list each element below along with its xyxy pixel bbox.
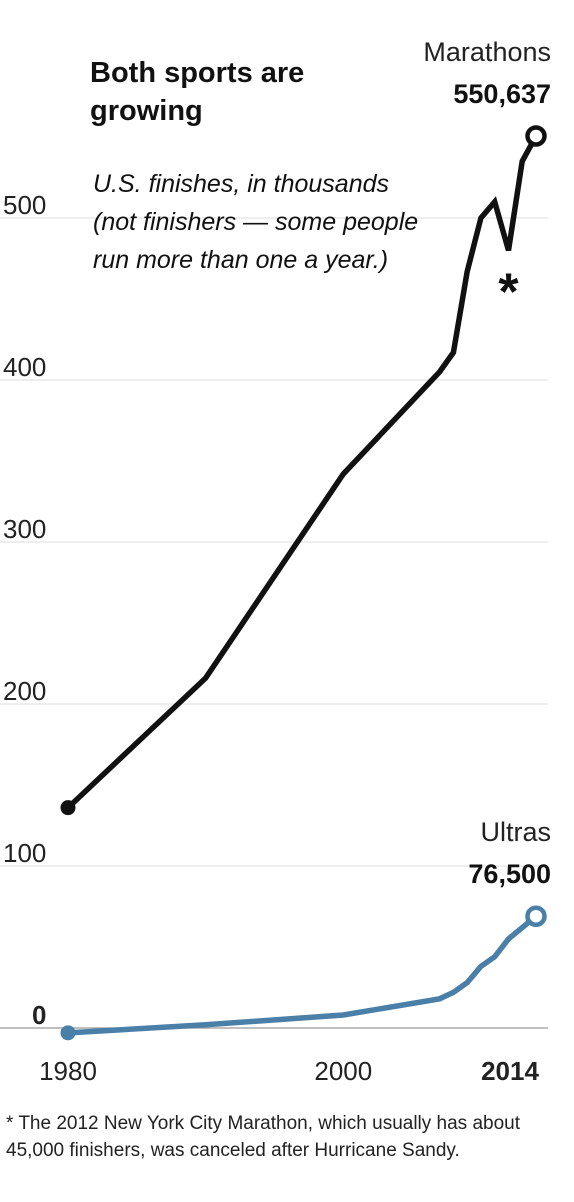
series-name-label: Marathons xyxy=(423,37,551,67)
y-tick-label: 0 xyxy=(32,1000,46,1030)
series-line-marathons xyxy=(65,133,539,811)
series-end-value-label: 550,637 xyxy=(453,79,551,109)
y-tick-label: 200 xyxy=(3,676,46,706)
series-line-ultras xyxy=(65,913,539,1036)
series-group: Marathons 550,637 Ultras 76,500 xyxy=(60,37,551,1041)
series-end-point xyxy=(525,125,547,147)
series-start-point xyxy=(60,800,76,816)
series-end-value-label: 76,500 xyxy=(468,859,551,889)
x-axis-ticks: 1980 2000 2014 xyxy=(39,1056,539,1086)
annotations-group: * xyxy=(498,264,519,322)
y-tick-label: 400 xyxy=(3,352,46,382)
annotation-asterisk: * xyxy=(498,264,519,322)
series-start-point xyxy=(60,1025,76,1041)
y-tick-label: 500 xyxy=(3,190,46,220)
chart-footnote: * The 2012 New York City Marathon, which… xyxy=(6,1113,521,1161)
x-tick-label: 2014 xyxy=(481,1056,539,1086)
chart-subtitle: U.S. finishes, in thousands (not finishe… xyxy=(93,170,419,274)
chart-title: Both sports are growing xyxy=(90,57,305,127)
y-tick-label: 300 xyxy=(3,514,46,544)
x-tick-label: 1980 xyxy=(39,1056,97,1086)
x-tick-label: 2000 xyxy=(314,1056,372,1086)
series-end-point xyxy=(525,905,547,927)
grid-lines xyxy=(0,217,548,1029)
series-name-label: Ultras xyxy=(480,817,551,847)
y-tick-label: 100 xyxy=(3,838,46,868)
y-axis-ticks: 0 100 200 300 400 500 xyxy=(3,190,46,1030)
